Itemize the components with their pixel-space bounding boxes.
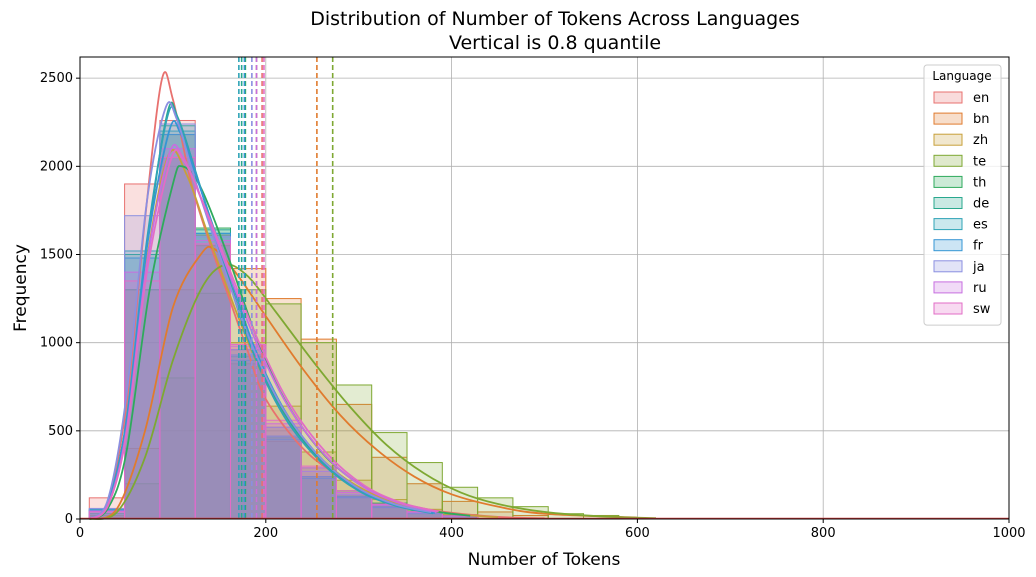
y-tick-label: 1000 xyxy=(40,336,73,351)
histogram-bar-sw xyxy=(300,465,337,520)
histogram-bar-ru xyxy=(335,492,373,520)
legend-label-th: th xyxy=(973,175,986,190)
x-tick-label: 1000 xyxy=(992,526,1025,541)
histogram-bar-fr xyxy=(265,435,302,520)
x-tick-label: 200 xyxy=(253,526,278,541)
legend-swatch-de xyxy=(933,197,963,209)
legend-swatch-sw xyxy=(933,302,963,315)
y-tick-label: 500 xyxy=(48,424,73,439)
legend-swatch-zh xyxy=(933,133,963,146)
histogram-bar-de xyxy=(159,125,196,520)
histogram-bar-es xyxy=(159,130,196,520)
histogram-bar-es xyxy=(300,477,337,520)
legend: Language en bn zh te th de es fr ja ru sw xyxy=(923,64,1002,326)
legend-label-ru: ru xyxy=(973,281,987,296)
histogram-bar-sw xyxy=(265,419,302,520)
x-axis-label: Number of Tokens xyxy=(468,550,621,570)
axis-ticks: 0 200 400 600 800 1000 0 500 1000 1500 2000 2500 xyxy=(40,71,1026,541)
legend-label-sw: sw xyxy=(973,302,991,317)
histogram-bar-fr xyxy=(300,476,337,520)
legend-swatch-th xyxy=(933,175,963,188)
y-axis-label: Frequency xyxy=(11,244,31,332)
legend-swatch-fr xyxy=(933,239,963,252)
histogram-bar-en xyxy=(229,363,267,520)
kde-curve-bn xyxy=(88,245,638,520)
chart-title: Distribution of Number of Tokens Across … xyxy=(310,8,800,30)
legend-label-zh: zh xyxy=(973,133,988,148)
y-tick-label: 0 xyxy=(65,512,73,527)
y-tick-label: 1500 xyxy=(40,247,73,262)
legend-swatch-ru xyxy=(933,281,963,294)
y-tick-label: 2500 xyxy=(40,71,73,86)
histogram-bar-zh xyxy=(159,134,196,520)
histogram-bar-th xyxy=(229,349,267,520)
x-tick-label: 600 xyxy=(625,526,650,541)
chart-titles: Distribution of Number of Tokens Across … xyxy=(310,8,800,54)
legend-label-de: de xyxy=(973,197,989,212)
legend-label-bn: bn xyxy=(973,112,990,127)
x-tick-label: 800 xyxy=(811,526,836,541)
legend-label-fr: fr xyxy=(973,239,984,254)
kde-curves xyxy=(88,71,657,520)
histogram-bar-bn xyxy=(159,289,196,520)
legend-swatch-ja xyxy=(933,260,963,273)
histogram-bar-te xyxy=(229,289,267,520)
x-tick-label: 0 xyxy=(76,526,84,541)
legend-label-es: es xyxy=(973,218,988,233)
x-tick-label: 400 xyxy=(439,526,464,541)
histogram-bar-ru xyxy=(300,467,337,520)
legend-box xyxy=(923,64,1002,326)
chart-subtitle: Vertical is 0.8 quantile xyxy=(449,32,661,54)
plot-frame xyxy=(79,56,1010,520)
legend-label-ja: ja xyxy=(972,260,985,275)
legend-swatch-es xyxy=(933,218,963,231)
kde-curve-te xyxy=(89,263,657,520)
legend-swatch-en xyxy=(933,91,963,104)
kde-curve-sw xyxy=(88,148,439,520)
legend-label-te: te xyxy=(973,154,986,169)
legend-label-en: en xyxy=(973,91,989,106)
y-tick-label: 2000 xyxy=(40,159,73,174)
legend-title: Language xyxy=(932,69,991,83)
histogram-bar-sw xyxy=(335,490,373,520)
histogram-bar-zh xyxy=(229,342,267,520)
legend-swatch-bn xyxy=(933,112,963,125)
legend-swatch-te xyxy=(933,154,963,167)
histogram-bar-ja xyxy=(265,426,302,520)
histogram-bar-ru xyxy=(229,345,267,520)
histogram-bar-de xyxy=(229,356,267,520)
